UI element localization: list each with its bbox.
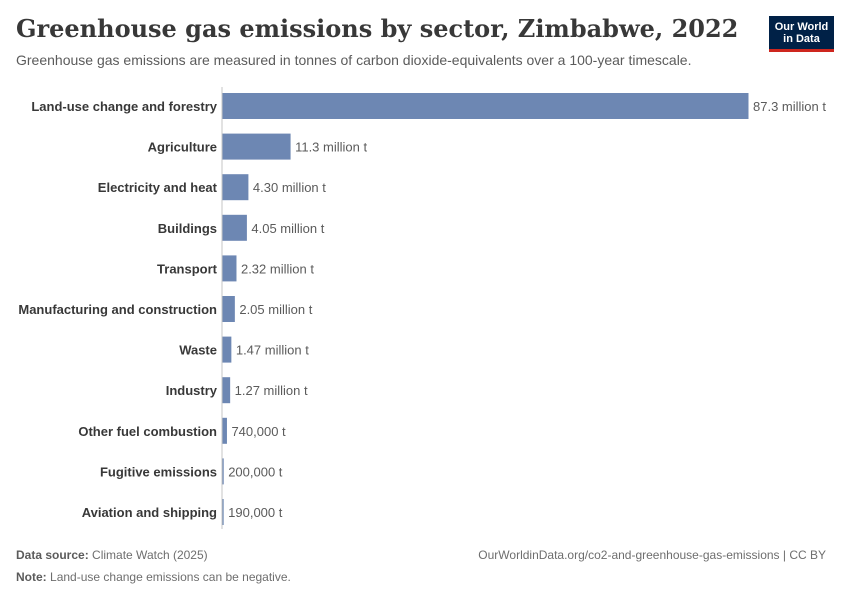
owid-logo[interactable]: Our World in Data	[769, 16, 834, 52]
logo-line-2: in Data	[783, 32, 820, 45]
value-label: 11.3 million t	[295, 140, 367, 155]
bar-chart: Land-use change and forestry 87.3 million…	[18, 87, 826, 529]
bar[interactable]	[222, 214, 247, 241]
source-url-link[interactable]: OurWorldinData.org/co2-and-greenhouse-ga…	[478, 548, 826, 562]
category-label: Transport	[157, 261, 218, 276]
value-label: 1.47 million t	[236, 343, 309, 358]
category-label: Land-use change and forestry	[31, 99, 217, 114]
value-label: 2.32 million t	[241, 261, 314, 276]
category-label: Agriculture	[148, 140, 217, 155]
value-label: 2.05 million t	[239, 302, 312, 317]
value-label: 740,000 t	[231, 424, 286, 439]
category-label: Aviation and shipping	[82, 505, 217, 520]
chart-note: Note: Land-use change emissions can be n…	[16, 570, 291, 584]
category-label: Buildings	[158, 221, 217, 236]
chart-subtitle: Greenhouse gas emissions are measured in…	[16, 52, 692, 68]
chart-title: Greenhouse gas emissions by sector, Zimb…	[16, 14, 739, 43]
value-label: 1.27 million t	[235, 383, 308, 398]
bar[interactable]	[222, 458, 224, 485]
source-link[interactable]: Climate Watch (2025)	[92, 548, 208, 562]
value-label: 200,000 t	[228, 464, 283, 479]
category-label: Electricity and heat	[98, 180, 218, 195]
value-label: 190,000 t	[228, 505, 283, 520]
note-text: Land-use change emissions can be negativ…	[50, 570, 291, 584]
value-label: 4.30 million t	[253, 180, 326, 195]
bar[interactable]	[222, 255, 237, 282]
bar[interactable]	[222, 499, 224, 525]
note-label: Note:	[16, 570, 47, 584]
category-label: Industry	[166, 383, 218, 398]
logo-line-1: Our World	[774, 20, 829, 33]
bar[interactable]	[222, 174, 249, 201]
source-label: Data source:	[16, 548, 89, 562]
bar[interactable]	[222, 336, 232, 363]
bar[interactable]	[222, 133, 291, 160]
category-label: Waste	[179, 343, 217, 358]
data-source: Data source: Climate Watch (2025)	[16, 548, 208, 562]
value-label: 4.05 million t	[251, 221, 324, 236]
category-label: Manufacturing and construction	[18, 302, 217, 317]
category-label: Other fuel combustion	[78, 424, 217, 439]
bar[interactable]	[222, 296, 235, 322]
bar[interactable]	[222, 93, 749, 119]
value-label: 87.3 million t	[753, 99, 826, 114]
category-label: Fugitive emissions	[100, 464, 217, 479]
bar[interactable]	[222, 377, 231, 404]
bar[interactable]	[222, 417, 227, 444]
